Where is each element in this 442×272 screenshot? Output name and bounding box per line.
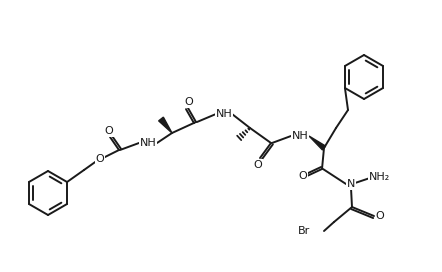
Text: Br: Br [298,226,310,236]
Text: N: N [347,179,355,189]
Polygon shape [309,136,326,150]
Text: O: O [254,160,263,170]
Text: NH: NH [140,138,156,148]
Text: O: O [95,154,104,164]
Text: NH₂: NH₂ [370,172,391,182]
Text: NH: NH [216,109,232,119]
Text: O: O [185,97,194,107]
Text: O: O [105,126,114,136]
Text: NH: NH [292,131,309,141]
Polygon shape [159,117,172,133]
Text: O: O [376,211,385,221]
Text: O: O [299,171,307,181]
